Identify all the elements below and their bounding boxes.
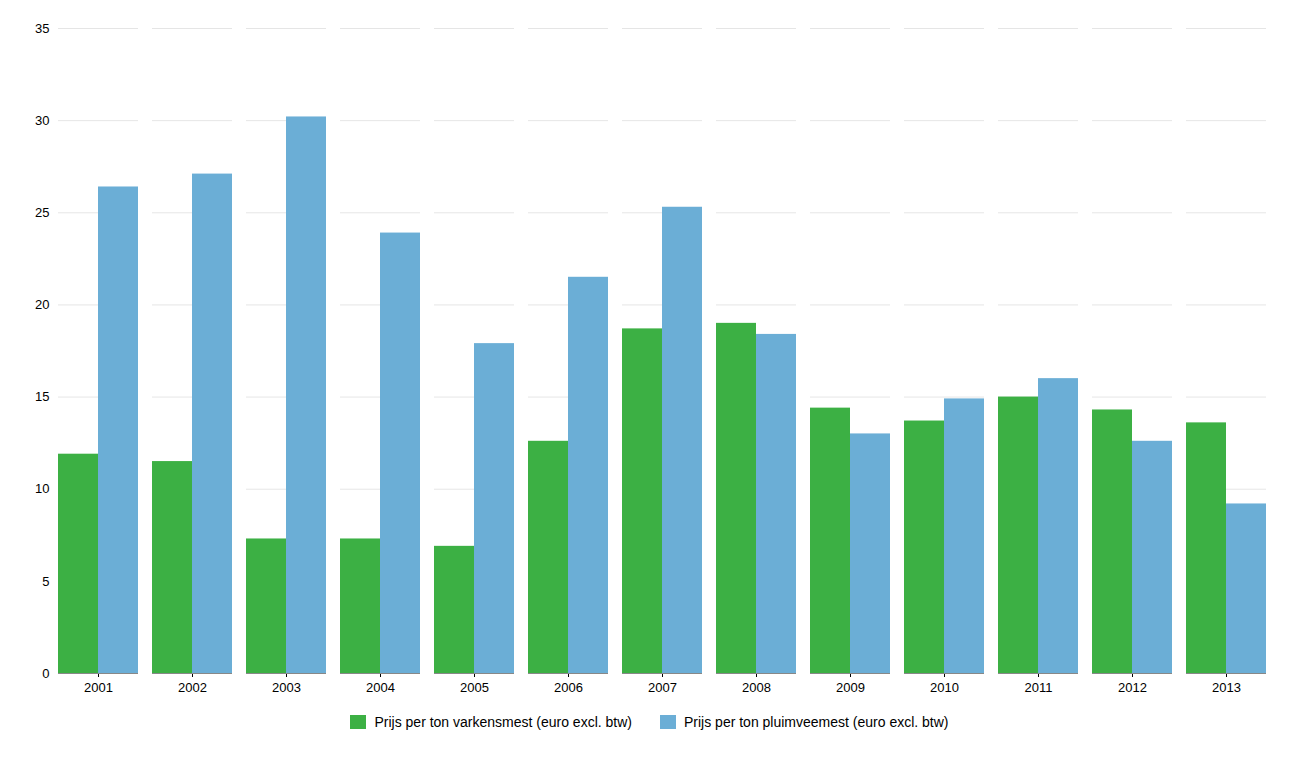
svg-text:35: 35 <box>35 21 49 36</box>
svg-text:5: 5 <box>42 574 49 589</box>
svg-text:2009: 2009 <box>836 680 865 695</box>
svg-text:2001: 2001 <box>84 680 113 695</box>
svg-text:10: 10 <box>35 481 49 496</box>
svg-text:30: 30 <box>35 113 49 128</box>
svg-text:25: 25 <box>35 205 49 220</box>
svg-text:2006: 2006 <box>554 680 583 695</box>
svg-text:2012: 2012 <box>1118 680 1147 695</box>
svg-text:15: 15 <box>35 389 49 404</box>
svg-text:20: 20 <box>35 297 49 312</box>
svg-text:2004: 2004 <box>366 680 395 695</box>
svg-text:2005: 2005 <box>460 680 489 695</box>
svg-text:2008: 2008 <box>742 680 771 695</box>
svg-text:2011: 2011 <box>1025 680 1053 695</box>
svg-text:0: 0 <box>42 666 49 681</box>
svg-text:2002: 2002 <box>178 680 207 695</box>
svg-text:2007: 2007 <box>648 680 677 695</box>
svg-text:2010: 2010 <box>930 680 959 695</box>
html-text:Prijs per ton varkensmest (eur: Prijs per ton varkensmest (euro excl. bt… <box>374 714 632 730</box>
html-text:Prijs per ton pluimveemest (eu: Prijs per ton pluimveemest (euro excl. b… <box>684 714 949 730</box>
svg-text:2003: 2003 <box>272 680 301 695</box>
svg-text:2013: 2013 <box>1212 680 1241 695</box>
